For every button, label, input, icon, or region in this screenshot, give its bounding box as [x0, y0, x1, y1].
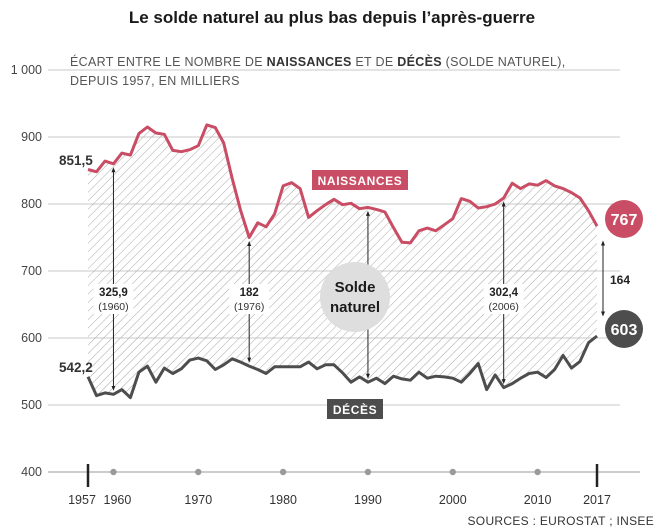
y-axis-ticks: 400 500 600 700 800 900 1 000 [11, 63, 42, 479]
x-axis-dot [279, 468, 287, 476]
x-tick-label: 2017 [583, 493, 611, 507]
x-axis-dot [364, 468, 372, 476]
x-tick-label: 1960 [104, 493, 132, 507]
gap-year-2006: (2006) [489, 301, 519, 313]
gap-label-bg [229, 284, 270, 314]
y-tick-label: 900 [21, 130, 42, 144]
solde-naturel-area [88, 124, 597, 398]
y-tick-label: 1 000 [11, 63, 42, 77]
solde-label-line1: Solde [335, 279, 376, 296]
start-value-naissances: 851,5 [59, 153, 93, 168]
chart-title: Le solde naturel au plus bas depuis l’ap… [128, 8, 536, 27]
chart-source: SOURCES : EUROSTAT ; INSEE [467, 514, 654, 528]
x-tick-label: 2000 [439, 493, 467, 507]
x-axis: 1957 1960 1970 1980 1990 2000 2010 2017 [48, 464, 640, 507]
x-axis-dot [195, 468, 202, 476]
gap-year-1960: (1960) [98, 301, 128, 313]
y-tick-label: 600 [21, 331, 42, 345]
series-tag-deces: DÉCÈS [333, 402, 377, 417]
chart-subtitle-line1: ÉCART ENTRE LE NOMBRE DE NAISSANCES ET D… [70, 54, 566, 69]
solde-naturel-bubble [320, 262, 390, 332]
series-tag-naissances: NAISSANCES [318, 174, 403, 188]
x-axis-dot [449, 468, 456, 476]
end-value-naissances: 767 [611, 212, 638, 229]
x-tick-label: 1990 [354, 493, 382, 507]
x-tick-label: 1970 [184, 493, 212, 507]
y-tick-label: 500 [21, 398, 42, 412]
solde-label-line2: naturel [330, 299, 380, 316]
x-tick-label: 1957 [68, 493, 96, 507]
series-tag-naissances-bg [312, 170, 408, 190]
x-tick-label: 2010 [524, 493, 552, 507]
x-axis-dot [534, 468, 541, 476]
gap-value-2006: 302,4 [489, 287, 518, 299]
gap-value-1960: 325,9 [99, 287, 128, 299]
gap-value-1976: 182 [240, 287, 259, 299]
series-line-naissances [87, 123, 599, 245]
chart-subtitle-line2: DEPUIS 1957, EN MILLIERS [70, 74, 240, 88]
gap-year-1976: (1976) [234, 301, 264, 313]
x-tick-label: 1980 [269, 493, 297, 507]
end-difference: 164 [610, 273, 630, 287]
end-value-deces: 603 [611, 322, 638, 339]
series-lines [86, 123, 599, 400]
gap-label-bg [93, 284, 134, 314]
start-value-deces: 542,2 [59, 360, 93, 375]
end-badge-deces [605, 310, 643, 348]
y-tick-label: 400 [21, 465, 42, 479]
y-tick-label: 800 [21, 197, 42, 211]
x-axis-dot [110, 468, 117, 476]
end-badge-naissances [605, 200, 643, 238]
series-tag-deces-bg [327, 399, 383, 419]
annotations: 851,5 542,2 325,9 (1960) 182 (1976) 302,4 (2006… [59, 153, 643, 419]
series-line-deces [86, 334, 598, 400]
gap-label-bg [483, 284, 524, 314]
y-tick-label: 700 [21, 264, 42, 278]
